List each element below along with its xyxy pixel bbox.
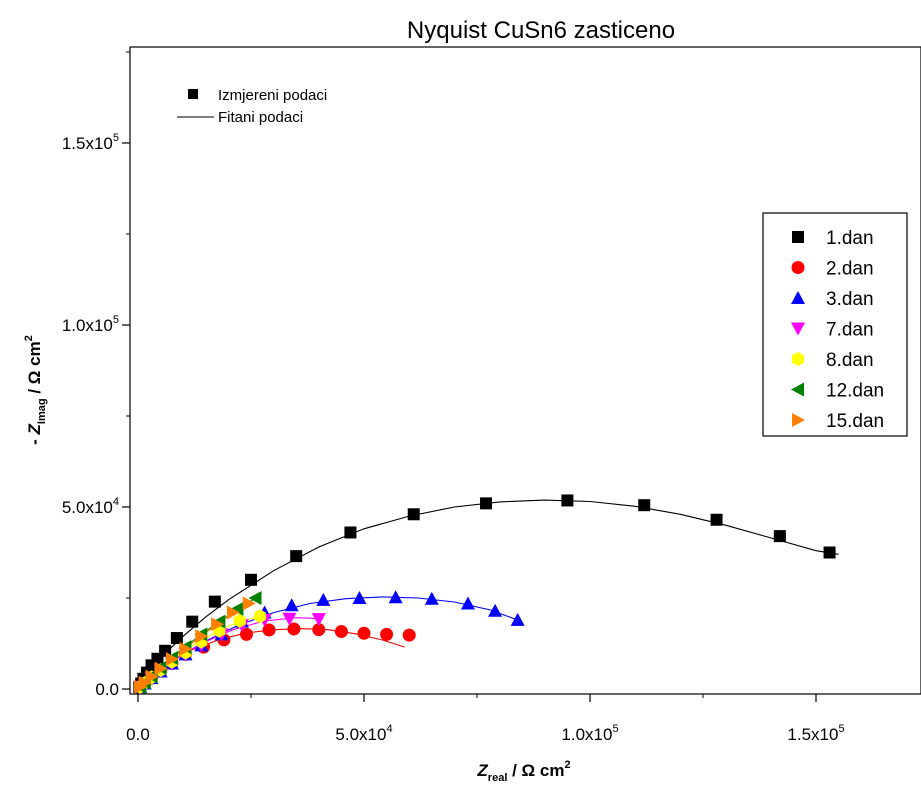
data-point-2.dan bbox=[357, 626, 371, 640]
data-point-8.dan bbox=[233, 613, 246, 628]
top-legend-measured-label: Izmjereni podaci bbox=[218, 87, 327, 104]
chart-title: Nyquist CuSn6 zasticeno bbox=[407, 17, 675, 44]
legend-label: 3.dan bbox=[826, 289, 874, 310]
legend-marker-12.dan bbox=[791, 382, 804, 397]
data-points bbox=[133, 494, 836, 695]
y-tick-label: 5.0x104 bbox=[62, 496, 119, 517]
legend-marker-15.dan bbox=[792, 413, 805, 427]
y-axis-label: - ZImag / Ω cm2 bbox=[23, 335, 48, 445]
legend-label: 1.dan bbox=[826, 228, 874, 249]
legend-marker-3.dan bbox=[791, 291, 805, 304]
data-point-7.dan bbox=[282, 612, 297, 626]
data-point-12.dan bbox=[248, 591, 262, 605]
fit-curve-1.dan bbox=[137, 499, 839, 690]
x-axis-label: Zreal / Ω cm2 bbox=[476, 759, 570, 784]
data-point-1.dan bbox=[170, 632, 183, 645]
top-legend: Izmjereni podaci Fitani podaci bbox=[177, 87, 327, 126]
data-point-3.dan bbox=[284, 598, 299, 612]
data-point-15.dan bbox=[211, 617, 225, 632]
data-point-3.dan bbox=[460, 596, 475, 610]
x-tick-label: 1.5x105 bbox=[787, 723, 844, 744]
x-axis: 0.0 5.0x104 1.0x105 1.5x105 bbox=[126, 694, 845, 744]
data-point-15.dan bbox=[138, 675, 152, 690]
data-point-12.dan bbox=[230, 601, 244, 616]
data-point-15.dan bbox=[145, 669, 159, 684]
x-tick-label: 1.0x105 bbox=[561, 723, 618, 744]
data-point-1.dan bbox=[638, 499, 651, 512]
legend-marker-1.dan bbox=[792, 231, 804, 243]
y-tick-label: 1.5x105 bbox=[62, 132, 119, 153]
data-point-15.dan bbox=[242, 596, 256, 611]
data-point-15.dan bbox=[165, 652, 179, 667]
data-point-1.dan bbox=[773, 530, 786, 543]
legend-label: 15.dan bbox=[826, 411, 884, 432]
data-point-1.dan bbox=[186, 615, 199, 628]
y-tick-label: 1.0x105 bbox=[62, 314, 119, 335]
data-point-15.dan bbox=[179, 641, 193, 656]
legend-marker-8.dan bbox=[791, 352, 805, 366]
data-point-1.dan bbox=[480, 497, 493, 510]
data-point-1.dan bbox=[245, 573, 257, 586]
x-tick-label: 0.0 bbox=[126, 725, 150, 744]
fit-curves bbox=[137, 499, 839, 690]
data-point-3.dan bbox=[488, 603, 503, 617]
data-point-2.dan bbox=[334, 624, 348, 638]
top-legend-fitted-label: Fitani podaci bbox=[218, 109, 303, 126]
data-point-8.dan bbox=[253, 609, 267, 624]
legend-label: 12.dan bbox=[826, 381, 884, 402]
data-point-3.dan bbox=[424, 591, 439, 605]
data-point-2.dan bbox=[239, 627, 253, 641]
data-point-15.dan bbox=[195, 629, 209, 644]
data-point-1.dan bbox=[561, 494, 574, 507]
legend-label: 7.dan bbox=[826, 320, 874, 341]
top-legend-measured-marker bbox=[188, 89, 198, 99]
data-point-2.dan bbox=[312, 623, 326, 637]
data-point-2.dan bbox=[262, 623, 276, 637]
legend-marker-7.dan bbox=[791, 322, 805, 336]
data-point-3.dan bbox=[388, 590, 403, 604]
data-point-1.dan bbox=[710, 513, 723, 526]
data-point-2.dan bbox=[380, 627, 394, 641]
legend-box bbox=[762, 212, 908, 437]
data-point-1.dan bbox=[407, 508, 420, 521]
legend-label: 2.dan bbox=[826, 259, 874, 280]
legend-label: 8.dan bbox=[826, 350, 874, 371]
series-legend: 1.dan 2.dan 3.dan 7.dan 8.dan 12.dan 15.dan bbox=[762, 212, 908, 437]
data-point-1.dan bbox=[823, 546, 836, 559]
data-point-2.dan bbox=[287, 622, 301, 636]
legend-marker-2.dan bbox=[791, 261, 805, 274]
data-point-1.dan bbox=[208, 595, 221, 608]
data-point-15.dan bbox=[226, 605, 240, 620]
data-point-7.dan bbox=[311, 613, 326, 627]
data-point-2.dan bbox=[402, 628, 416, 642]
y-axis: 0.0 5.0x104 1.0x105 1.5x105 bbox=[62, 51, 130, 699]
x-tick-label: 5.0x104 bbox=[335, 723, 392, 744]
data-point-15.dan bbox=[154, 661, 168, 676]
data-point-3.dan bbox=[316, 592, 331, 606]
data-point-1.dan bbox=[344, 526, 357, 539]
data-point-1.dan bbox=[290, 550, 303, 563]
y-tick-label: 0.0 bbox=[95, 680, 119, 699]
data-point-3.dan bbox=[352, 591, 367, 604]
plot-frame bbox=[129, 46, 921, 695]
data-point-3.dan bbox=[510, 612, 525, 626]
